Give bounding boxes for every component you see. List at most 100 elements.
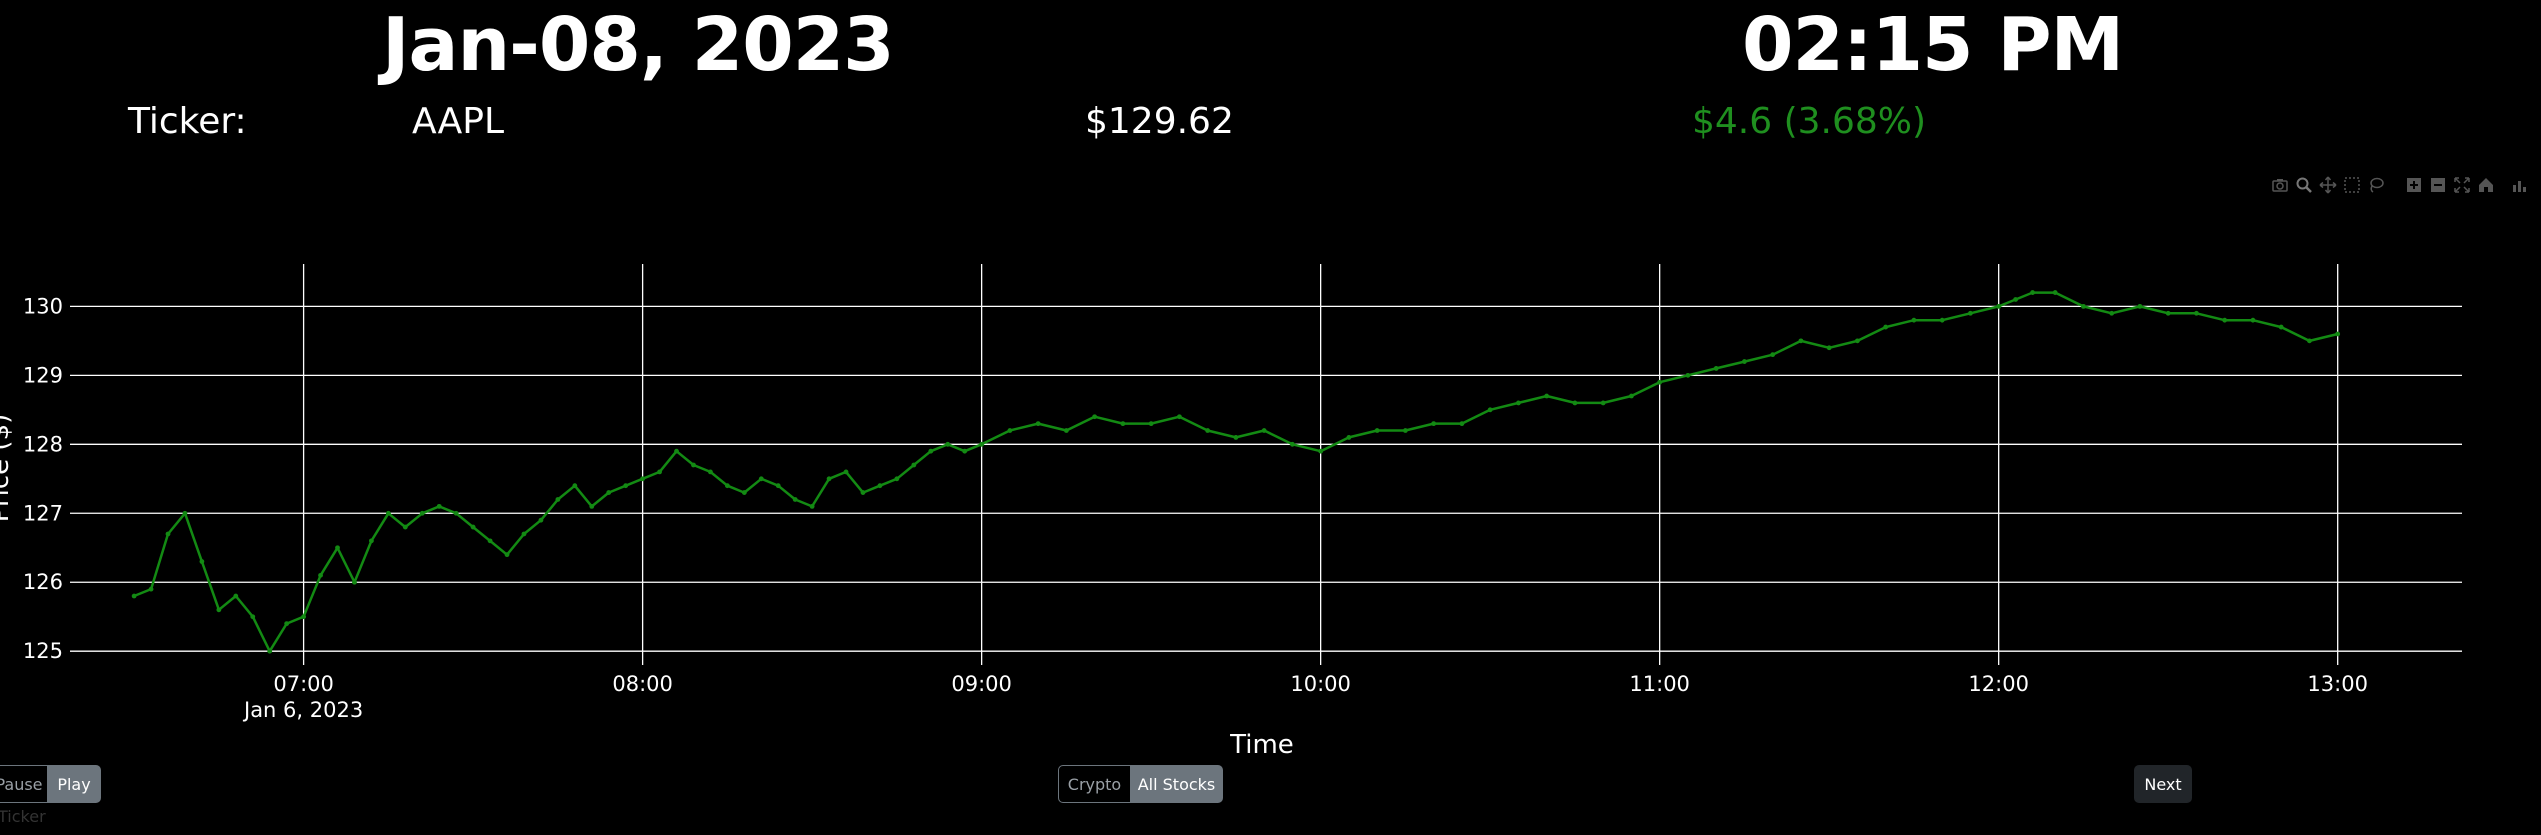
price-point[interactable] — [708, 469, 713, 475]
price-point[interactable] — [1346, 435, 1352, 440]
price-point[interactable] — [301, 614, 307, 620]
price-point[interactable] — [538, 517, 544, 523]
price-point[interactable] — [2278, 324, 2284, 330]
price-point[interactable] — [1629, 393, 1634, 399]
price-point[interactable] — [589, 503, 595, 509]
home-icon[interactable] — [2476, 175, 2496, 195]
camera-icon[interactable] — [2270, 175, 2290, 195]
price-point[interactable] — [2165, 310, 2171, 316]
price-point[interactable] — [1798, 338, 1804, 344]
price-point[interactable] — [657, 469, 662, 475]
box-select-icon[interactable] — [2342, 175, 2362, 195]
zoom-out-icon[interactable] — [2428, 175, 2448, 195]
price-point[interactable] — [860, 490, 866, 495]
price-point[interactable] — [165, 531, 171, 537]
price-point[interactable] — [487, 538, 493, 544]
price-point[interactable] — [1657, 379, 1663, 385]
price-point[interactable] — [453, 510, 459, 516]
price-point[interactable] — [1939, 317, 1945, 323]
price-point[interactable] — [1855, 338, 1860, 344]
price-point[interactable] — [775, 483, 781, 489]
price-point[interactable] — [1713, 366, 1719, 371]
price-point[interactable] — [1261, 428, 1267, 433]
price-point[interactable] — [572, 483, 578, 489]
price-point[interactable] — [724, 483, 730, 489]
zoom-icon[interactable] — [2294, 175, 2314, 195]
price-line-series[interactable] — [133, 291, 2338, 653]
price-point[interactable] — [369, 538, 374, 544]
price-point[interactable] — [1403, 428, 1408, 433]
price-point[interactable] — [385, 510, 391, 516]
price-point[interactable] — [148, 586, 154, 592]
price-point[interactable] — [1318, 448, 1324, 454]
crypto-button[interactable]: Crypto — [1058, 765, 1131, 803]
price-point[interactable] — [2081, 303, 2086, 309]
price-point[interactable] — [182, 510, 188, 516]
price-point[interactable] — [1487, 407, 1493, 413]
price-point[interactable] — [199, 559, 205, 564]
price-point[interactable] — [2250, 317, 2256, 323]
price-point[interactable] — [470, 524, 476, 530]
price-point[interactable] — [2335, 331, 2341, 337]
price-point[interactable] — [758, 476, 764, 482]
price-point[interactable] — [1035, 421, 1041, 427]
price-point[interactable] — [352, 579, 357, 585]
price-point[interactable] — [1544, 393, 1550, 399]
price-point[interactable] — [2194, 310, 2199, 316]
price-point[interactable] — [504, 552, 510, 558]
price-point[interactable] — [1120, 421, 1126, 427]
price-point[interactable] — [1176, 414, 1182, 420]
price-point[interactable] — [843, 469, 849, 475]
price-point[interactable] — [894, 476, 900, 482]
price-point[interactable] — [1770, 352, 1776, 358]
price-point[interactable] — [623, 483, 629, 489]
price-point[interactable] — [1092, 414, 1098, 420]
pause-button[interactable]: Pause — [0, 765, 48, 803]
price-point[interactable] — [1883, 324, 1889, 330]
price-point[interactable] — [1826, 345, 1832, 351]
price-point[interactable] — [792, 497, 798, 502]
price-point[interactable] — [267, 648, 273, 654]
price-point[interactable] — [2109, 310, 2115, 316]
price-point[interactable] — [1911, 317, 1917, 323]
price-point[interactable] — [826, 476, 832, 482]
price-point[interactable] — [928, 448, 934, 454]
price-point[interactable] — [131, 593, 137, 599]
price-point[interactable] — [1996, 303, 2002, 309]
price-point[interactable] — [741, 490, 747, 495]
price-point[interactable] — [555, 497, 561, 502]
price-point[interactable] — [1516, 400, 1521, 406]
price-point[interactable] — [233, 593, 239, 599]
price-chart[interactable]: 125 126 127 128 129 130 07:00 08:00 09:00 10:00 1… — [0, 240, 2541, 770]
price-point[interactable] — [691, 462, 696, 468]
price-point[interactable] — [1459, 421, 1465, 427]
price-point[interactable] — [945, 441, 951, 447]
price-point[interactable] — [962, 448, 968, 454]
plotly-logo-icon[interactable] — [2510, 175, 2530, 195]
price-point[interactable] — [318, 572, 323, 578]
price-point[interactable] — [1600, 400, 1606, 406]
price-point[interactable] — [402, 524, 408, 530]
price-point[interactable] — [1374, 428, 1380, 433]
play-button[interactable]: Play — [47, 765, 101, 803]
price-point[interactable] — [216, 607, 222, 613]
price-point[interactable] — [1572, 400, 1578, 406]
all-stocks-button[interactable]: All Stocks — [1130, 765, 1223, 803]
price-point[interactable] — [284, 621, 290, 627]
price-point[interactable] — [1968, 310, 1973, 316]
price-point[interactable] — [1063, 428, 1069, 433]
price-point[interactable] — [1205, 428, 1211, 433]
price-point[interactable] — [1290, 441, 1295, 447]
zoom-in-icon[interactable] — [2404, 175, 2424, 195]
autoscale-icon[interactable] — [2452, 175, 2472, 195]
price-point[interactable] — [1742, 359, 1747, 364]
price-point[interactable] — [1685, 372, 1691, 378]
price-point[interactable] — [2030, 290, 2035, 295]
price-point[interactable] — [436, 503, 442, 509]
price-point[interactable] — [606, 490, 612, 495]
next-button[interactable]: Next — [2134, 765, 2192, 803]
price-point[interactable] — [2052, 290, 2058, 295]
price-point[interactable] — [674, 448, 679, 454]
lasso-icon[interactable] — [2366, 175, 2386, 195]
price-point[interactable] — [2013, 297, 2019, 302]
